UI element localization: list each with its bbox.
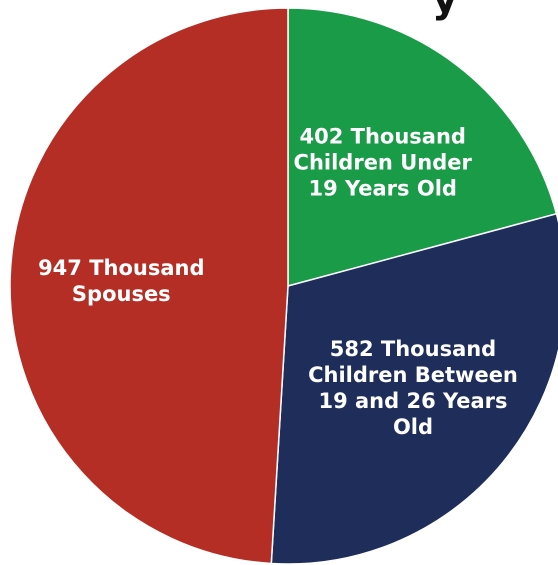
pie-label-2-line-0: 947 Thousand <box>38 256 204 280</box>
pie-slices <box>9 7 558 565</box>
pie-label-2-line-1: Spouses <box>72 282 171 306</box>
pie-label-1-line-0: 582 Thousand <box>330 337 496 361</box>
pie-label-0-line-2: 19 Years Old <box>308 176 456 200</box>
chart-title-fragment: y <box>432 0 458 22</box>
pie-slice-children-between-19-and-26-years-old <box>270 212 558 565</box>
pie-label-1-line-3: Old <box>393 415 433 439</box>
pie-slice-children-under-19-years-old <box>287 7 558 287</box>
pie-label-1-line-2: 19 and 26 Years <box>318 389 507 413</box>
pie-label-0-line-0: 402 Thousand <box>299 124 465 148</box>
pie-label-1-line-1: Children Between <box>308 363 518 387</box>
pie-label-0-line-1: Children Under <box>294 150 473 174</box>
pie-slice-spouses <box>9 7 289 565</box>
